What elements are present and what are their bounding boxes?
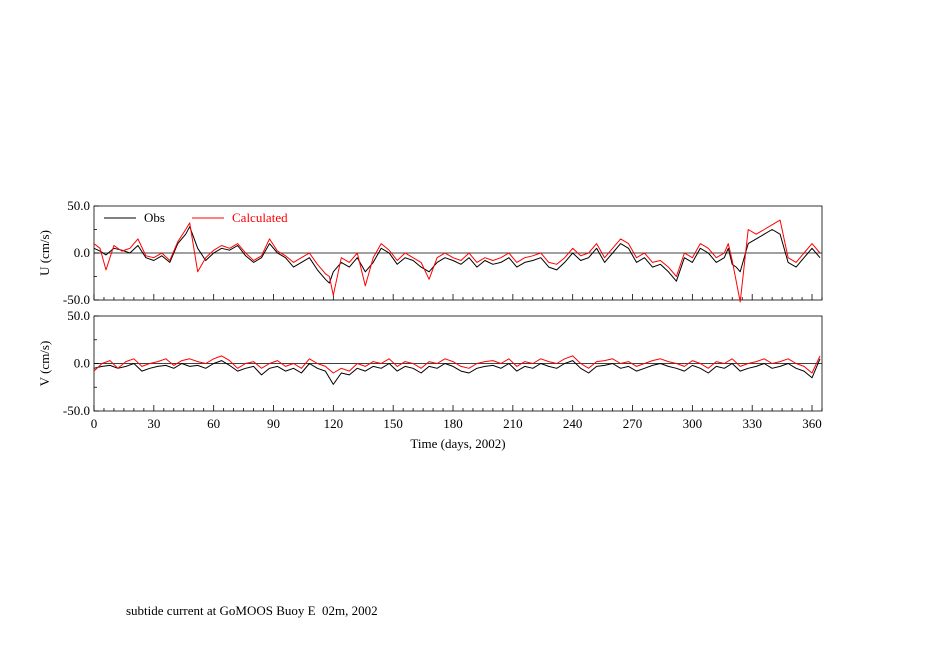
x-tick-label: 360 bbox=[802, 416, 822, 431]
series-line-calculated bbox=[93, 355, 821, 374]
y-tick-label: -50.0 bbox=[63, 292, 90, 307]
x-tick-label: 30 bbox=[147, 416, 160, 431]
x-tick-label: 180 bbox=[443, 416, 463, 431]
x-tick-label: 240 bbox=[563, 416, 583, 431]
y-tick-label: 0.0 bbox=[74, 245, 90, 260]
series-line-calculated bbox=[93, 219, 821, 303]
x-tick-label: 300 bbox=[683, 416, 703, 431]
x-tick-label: 150 bbox=[383, 416, 403, 431]
x-tick-label: 270 bbox=[623, 416, 643, 431]
x-tick-label: 330 bbox=[742, 416, 762, 431]
y-tick-label: 0.0 bbox=[74, 356, 90, 371]
x-tick-label: 60 bbox=[207, 416, 220, 431]
x-axis-title: Time (days, 2002) bbox=[410, 436, 505, 451]
legend-label-calculated: Calculated bbox=[232, 210, 288, 225]
y-tick-label: -50.0 bbox=[63, 403, 90, 418]
legend-label-obs: Obs bbox=[144, 210, 165, 225]
y-axis-title: V (cm/s) bbox=[37, 341, 52, 387]
y-axis-title: U (cm/s) bbox=[37, 230, 52, 276]
y-tick-label: 50.0 bbox=[67, 198, 90, 213]
series-line-obs bbox=[93, 358, 821, 385]
y-tick-label: 50.0 bbox=[67, 308, 90, 323]
x-tick-label: 210 bbox=[503, 416, 523, 431]
series-line-obs bbox=[93, 226, 821, 284]
x-tick-label: 120 bbox=[324, 416, 344, 431]
figure-caption: subtide current at GoMOOS Buoy E 02m, 20… bbox=[126, 603, 378, 618]
x-tick-label: 90 bbox=[267, 416, 280, 431]
x-tick-label: 0 bbox=[91, 416, 98, 431]
